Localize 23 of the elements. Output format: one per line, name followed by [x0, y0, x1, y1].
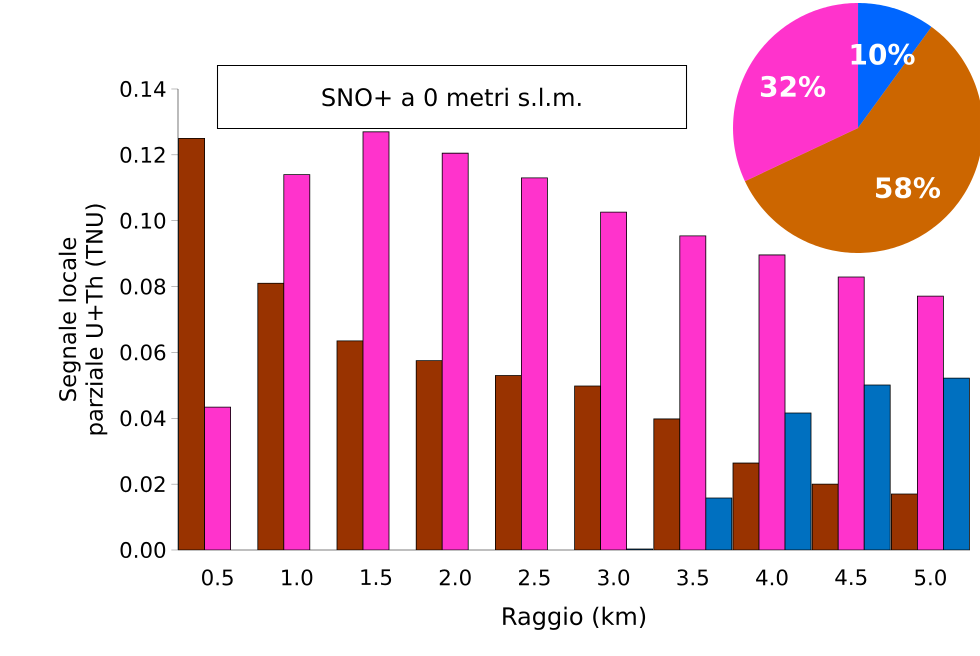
y-tick-label: 0.12 [120, 146, 164, 163]
y-tick-label: 0.14 [120, 80, 166, 98]
x-tick-label: 2.5 [519, 569, 550, 586]
x-tick-label: 3.5 [677, 569, 708, 586]
y-tick-label: 0.02 [120, 476, 164, 492]
x-tick-label: 5.0 [915, 569, 946, 586]
x-tick-label: 3.0 [598, 569, 630, 586]
x-tick-label: 1.0 [282, 569, 312, 586]
y-tick-label: 0.08 [120, 278, 166, 295]
x-axis-title: Raggio (km) [503, 606, 646, 630]
data-label: 58% [876, 177, 940, 198]
chart-title: SNO+ a 0 metri s.l.m. [322, 88, 581, 106]
y-tick-label: 0.00 [120, 542, 166, 558]
x-tick-label: 4.0 [756, 569, 788, 586]
y-tick-label: 0.04 [120, 410, 166, 426]
y-axis-title: Segnale locale parziale U+Th (TNU) [58, 204, 108, 434]
x-tick-label: 4.5 [835, 569, 866, 586]
y-tick-label: 0.10 [120, 212, 166, 229]
x-tick-label: 1.5 [361, 569, 392, 586]
x-tick-label: 2.0 [440, 569, 471, 586]
x-tick-label: 0.5 [202, 569, 233, 586]
data-label: 32% [760, 76, 826, 98]
y-tick-label: 0.06 [120, 344, 166, 360]
